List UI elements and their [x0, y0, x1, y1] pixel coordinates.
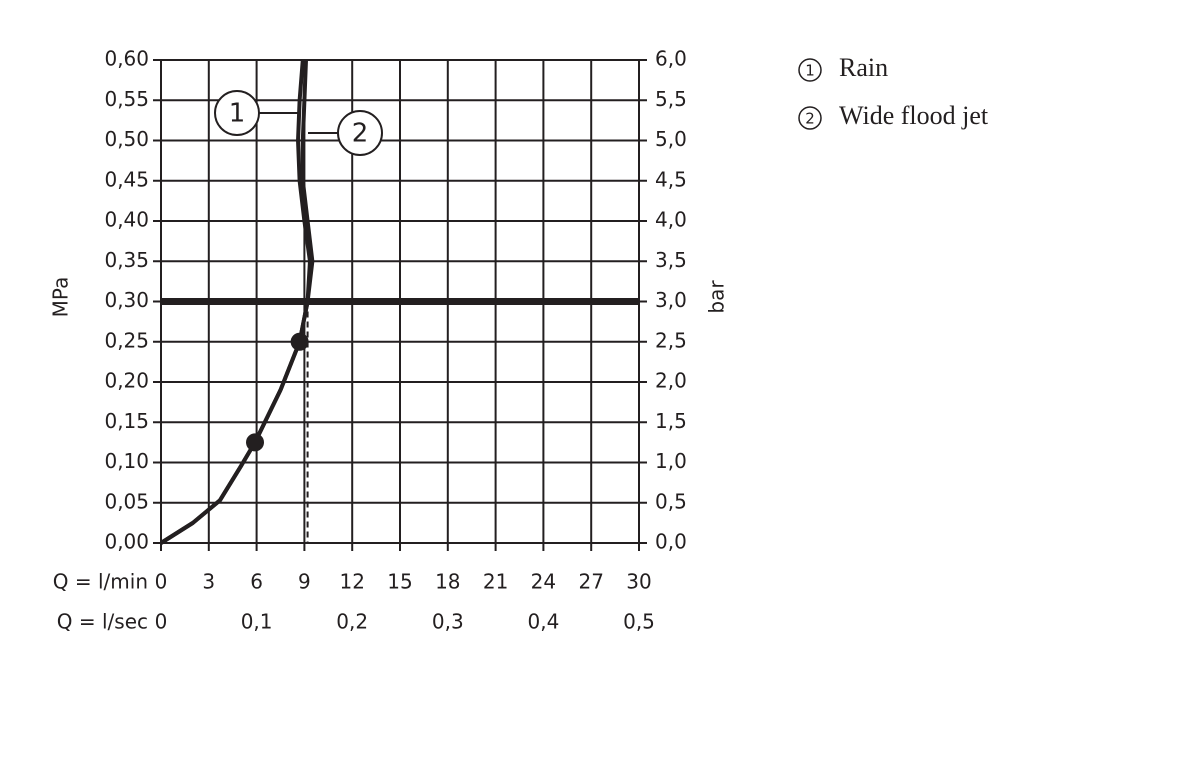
legend-number: 2 — [805, 110, 815, 128]
y-tick-label: 0,05 — [104, 489, 149, 513]
operating-point — [246, 433, 265, 452]
x-axis-label: Q = l/min — [53, 570, 148, 594]
y2-axis-label: bar — [705, 280, 729, 314]
x-tick-label: 0 — [155, 570, 168, 594]
x-tick-label: 30 — [626, 570, 651, 594]
x-tick-label: 21 — [483, 570, 508, 594]
y2-tick-label: 2,0 — [655, 369, 687, 393]
y2-tick-label: 1,5 — [655, 409, 687, 433]
y-tick-label: 0,50 — [104, 127, 149, 151]
x2-tick-label: 0 — [155, 610, 168, 634]
y-tick-label: 0,10 — [104, 449, 149, 473]
y-tick-label: 0,15 — [104, 409, 149, 433]
callout-circle — [214, 90, 260, 136]
y2-tick-label: 6,0 — [655, 47, 687, 71]
y-tick-label: 0,40 — [104, 208, 149, 232]
y2-tick-label: 4,5 — [655, 167, 687, 191]
y2-tick-label: 3,5 — [655, 248, 687, 272]
x2-tick-label: 0,1 — [241, 610, 273, 634]
y2-tick-label: 5,5 — [655, 87, 687, 111]
y-tick-label: 0,35 — [104, 248, 149, 272]
legend-label: Rain — [839, 53, 888, 82]
callout-label: 1 — [229, 99, 246, 129]
legend-number: 1 — [805, 62, 815, 80]
series-line — [159, 59, 315, 545]
x2-axis-label: Q = l/sec — [57, 610, 148, 634]
callout-label: 2 — [352, 119, 369, 149]
x-tick-label: 24 — [531, 570, 556, 594]
callout-circle — [337, 110, 383, 156]
x2-tick-label: 0,2 — [336, 610, 368, 634]
x-tick-label: 3 — [202, 570, 215, 594]
y2-tick-label: 1,0 — [655, 449, 687, 473]
x-tick-label: 18 — [435, 570, 460, 594]
x2-tick-label: 0,3 — [432, 610, 464, 634]
x2-tick-label: 0,5 — [623, 610, 655, 634]
y2-tick-label: 2,5 — [655, 328, 687, 352]
y2-tick-label: 4,0 — [655, 208, 687, 232]
operating-point — [290, 332, 309, 351]
x-tick-label: 27 — [578, 570, 603, 594]
y-tick-label: 0,30 — [104, 288, 149, 312]
x-tick-label: 9 — [298, 570, 311, 594]
x-tick-label: 6 — [250, 570, 263, 594]
legend-circle — [798, 58, 822, 82]
y-tick-label: 0,60 — [104, 47, 149, 71]
x-tick-label: 15 — [387, 570, 412, 594]
y2-tick-label: 5,0 — [655, 127, 687, 151]
y-tick-label: 0,45 — [104, 167, 149, 191]
y2-tick-label: 3,0 — [655, 288, 687, 312]
x-tick-label: 12 — [339, 570, 364, 594]
y-tick-label: 0,20 — [104, 369, 149, 393]
y-tick-label: 0,55 — [104, 87, 149, 111]
y2-tick-label: 0,0 — [655, 530, 687, 554]
legend-label: Wide flood jet — [839, 101, 989, 130]
y-axis-label: MPa — [49, 277, 73, 318]
x2-tick-label: 0,4 — [527, 610, 559, 634]
y2-tick-label: 0,5 — [655, 489, 687, 513]
y-tick-label: 0,25 — [104, 328, 149, 352]
y-tick-label: 0,00 — [104, 530, 149, 554]
legend-circle — [798, 106, 822, 130]
